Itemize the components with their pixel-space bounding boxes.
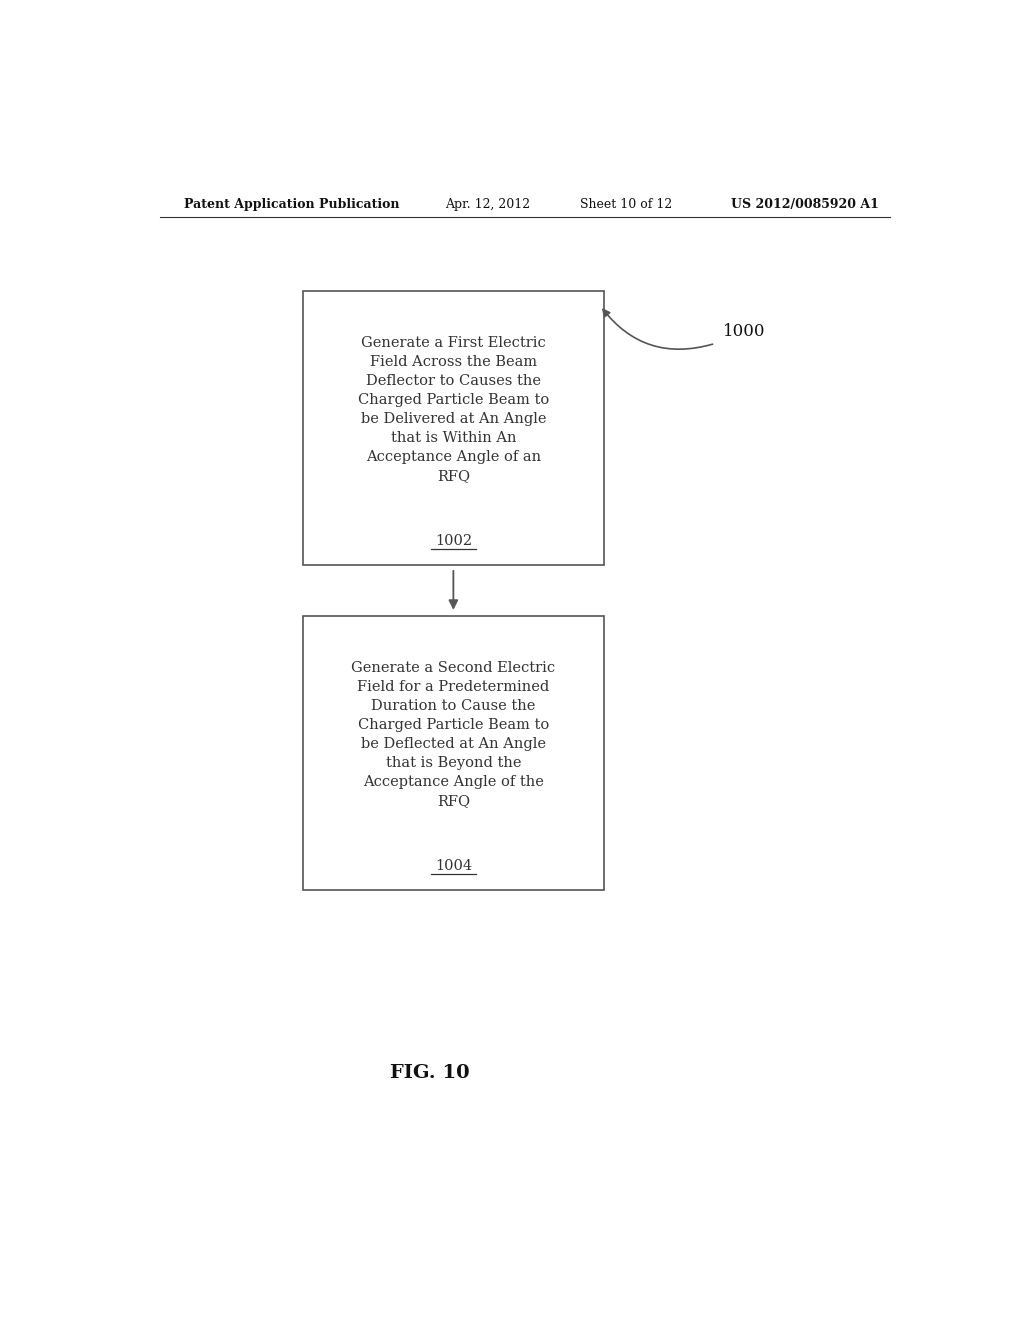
FancyBboxPatch shape (303, 290, 604, 565)
Text: 1000: 1000 (723, 322, 766, 339)
Text: Generate a Second Electric
Field for a Predetermined
Duration to Cause the
Charg: Generate a Second Electric Field for a P… (351, 661, 555, 808)
Text: FIG. 10: FIG. 10 (390, 1064, 469, 1082)
Text: 1004: 1004 (435, 859, 472, 873)
Text: Generate a First Electric
Field Across the Beam
Deflector to Causes the
Charged : Generate a First Electric Field Across t… (357, 337, 549, 483)
FancyBboxPatch shape (303, 615, 604, 890)
Text: 1002: 1002 (435, 533, 472, 548)
Text: Sheet 10 of 12: Sheet 10 of 12 (581, 198, 673, 211)
Text: Apr. 12, 2012: Apr. 12, 2012 (445, 198, 530, 211)
Text: US 2012/0085920 A1: US 2012/0085920 A1 (731, 198, 879, 211)
Text: Patent Application Publication: Patent Application Publication (183, 198, 399, 211)
